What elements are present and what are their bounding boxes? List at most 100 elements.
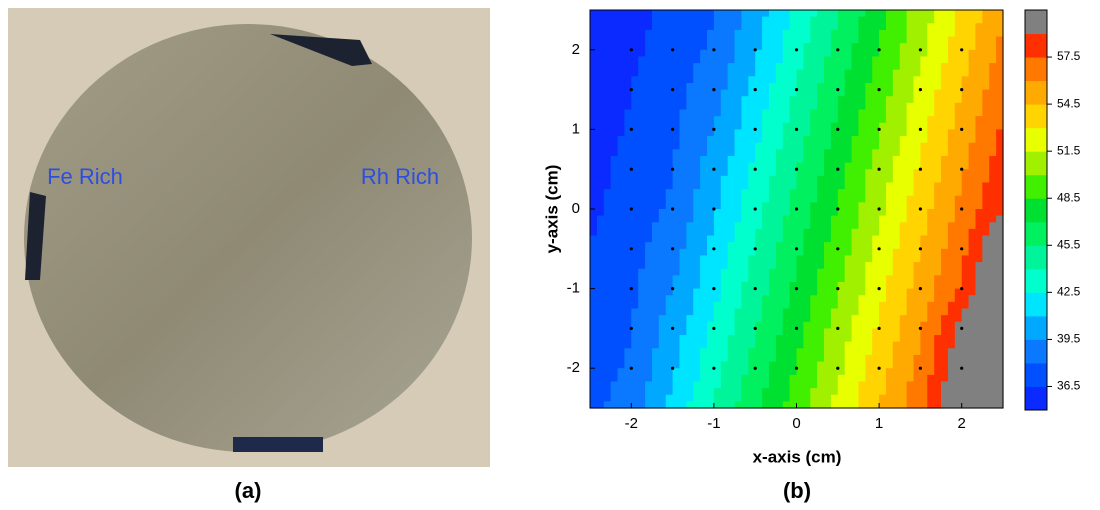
contour-cell (617, 23, 626, 31)
contour-cell (617, 308, 626, 316)
contour-cell (913, 248, 921, 257)
contour-cell (617, 262, 626, 270)
contour-cell (858, 388, 866, 396)
contour-cell (768, 235, 777, 243)
contour-cell (665, 374, 674, 383)
contour-cell (906, 29, 915, 38)
contour-cell (961, 36, 970, 44)
contour-cell (693, 301, 701, 310)
contour-cell (803, 182, 811, 190)
contour-cell (927, 321, 935, 329)
contour-cell (927, 109, 935, 117)
contour-cell (638, 76, 646, 84)
contour-cell (720, 122, 729, 130)
contour-cell (941, 381, 949, 389)
contour-cell (954, 36, 963, 44)
contour-cell (968, 189, 977, 197)
contour-cell (638, 281, 646, 290)
contour-cell (665, 122, 674, 130)
contour-cell (851, 142, 860, 150)
contour-cell (720, 308, 729, 316)
contour-cell (707, 16, 715, 24)
contour-cell (879, 189, 887, 197)
contour-cell (645, 10, 653, 18)
contour-cell (768, 136, 777, 144)
contour-cell (830, 348, 839, 356)
contour-cell (906, 255, 915, 263)
contour-cell (906, 69, 915, 77)
contour-cell (961, 16, 970, 24)
contour-cell (672, 374, 681, 383)
contour-cell (686, 228, 694, 237)
contour-cell (679, 361, 687, 369)
contour-cell (989, 23, 997, 31)
photo-label: Rh Rich (361, 164, 439, 189)
contour-cell (927, 308, 935, 316)
contour-cell (803, 281, 811, 290)
contour-cell (947, 222, 956, 230)
contour-cell (748, 202, 756, 210)
contour-cell (872, 255, 880, 263)
contour-cell (906, 275, 915, 283)
contour-cell (610, 222, 619, 230)
contour-cell (645, 36, 653, 44)
contour-cell (927, 374, 935, 383)
contour-cell (748, 10, 756, 18)
contour-cell (727, 56, 736, 64)
contour-cell (590, 394, 598, 402)
contour-cell (982, 215, 990, 223)
contour-cell (920, 275, 928, 283)
contour-cell (851, 361, 860, 369)
contour-cell (968, 341, 977, 349)
contour-cell (590, 368, 598, 376)
contour-cell (996, 109, 1004, 117)
contour-cell (858, 76, 866, 84)
contour-cell (590, 195, 598, 203)
contour-cell (713, 341, 722, 349)
contour-cell (865, 43, 873, 51)
contour-cell (734, 189, 743, 197)
contour-cell (982, 69, 990, 77)
contour-cell (892, 82, 901, 91)
contour-cell (631, 16, 639, 24)
contour-cell (858, 335, 866, 343)
contour-cell (941, 56, 949, 64)
contour-cell (658, 374, 667, 383)
contour-cell (755, 122, 763, 130)
contour-cell (638, 63, 646, 71)
contour-cell (968, 275, 977, 283)
contour-cell (686, 215, 694, 223)
contour-cell (824, 321, 832, 329)
contour-cell (645, 142, 653, 150)
contour-cell (596, 281, 605, 290)
contour-cell (830, 401, 839, 409)
contour-cell (707, 36, 715, 44)
contour-cell (755, 262, 763, 270)
contour-cell (734, 122, 743, 130)
contour-cell (638, 89, 646, 97)
contour-cell (755, 215, 763, 223)
contour-cell (610, 388, 619, 396)
contour-cell (913, 348, 921, 356)
contour-cell (768, 394, 777, 402)
contour-cell (982, 328, 990, 336)
contour-cell (672, 162, 681, 170)
contour-cell (927, 189, 935, 197)
contour-cell (734, 96, 743, 104)
contour-cell (899, 242, 908, 250)
contour-cell (844, 281, 853, 290)
contour-cell (892, 43, 901, 51)
contour-cell (865, 96, 873, 104)
contour-cell (762, 96, 770, 104)
contour-cell (748, 89, 756, 97)
contour-cell (796, 281, 804, 290)
contour-cell (844, 374, 853, 383)
sample-point (629, 48, 633, 52)
contour-cell (638, 49, 646, 58)
contour-cell (617, 102, 626, 111)
contour-cell (858, 315, 866, 323)
contour-cell (892, 76, 901, 84)
contour-cell (858, 82, 866, 91)
contour-cell (700, 361, 708, 369)
contour-cell (789, 301, 798, 310)
